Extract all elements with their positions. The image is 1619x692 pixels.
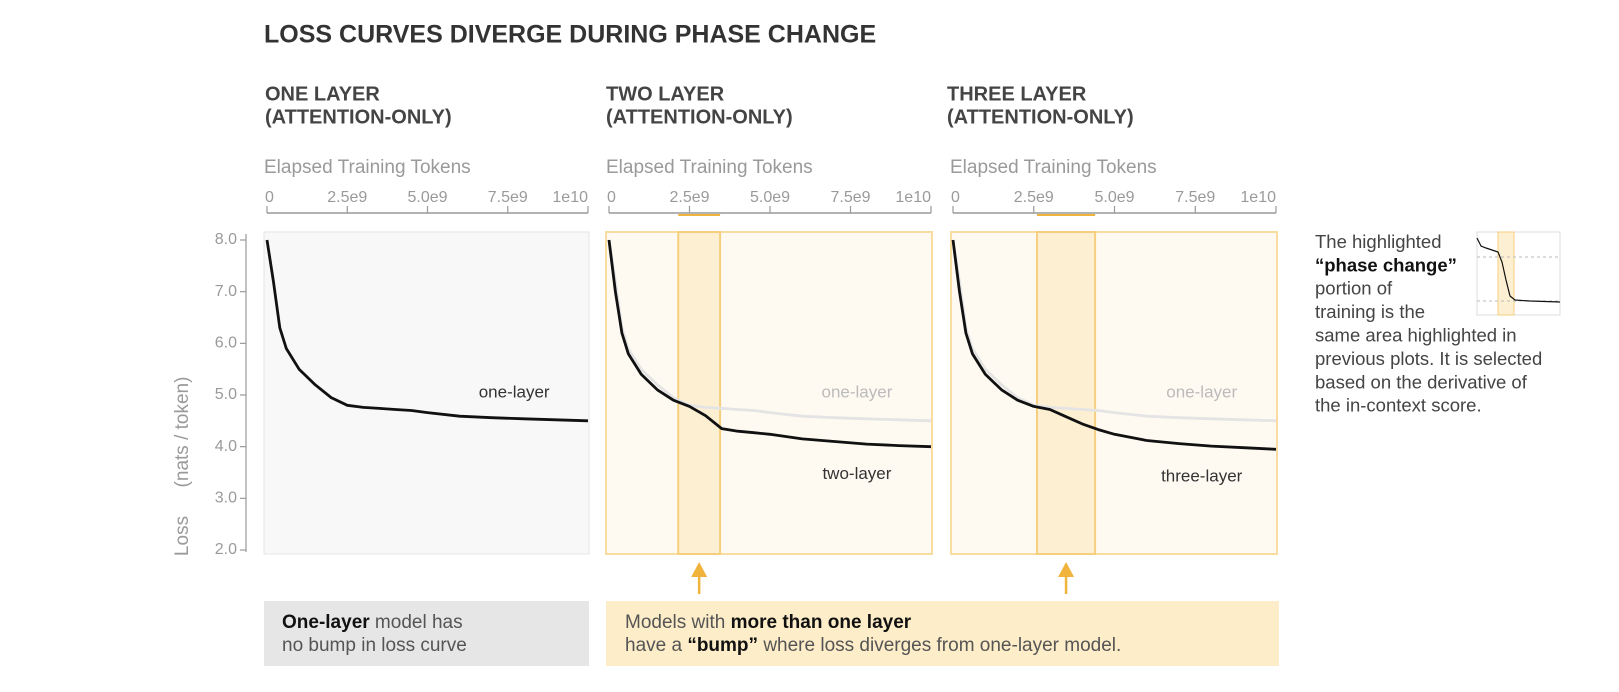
line [607, 239, 932, 449]
y-axis-unit: (nats / token) [172, 377, 193, 488]
y-tick-label: 5.0 [215, 386, 237, 403]
caption: Models with more than one layer [625, 612, 912, 633]
x-tick-label: 0 [951, 189, 960, 206]
x-tick-label: 1e10 [1240, 189, 1276, 206]
x-tick-label: 7.5e9 [488, 189, 528, 206]
x-tick-label: 7.5e9 [830, 189, 870, 206]
caption-bold: “bump” [687, 635, 758, 656]
x-axis-label: Elapsed Training Tokens [950, 157, 1157, 178]
x-tick-label: 5.0e9 [750, 189, 790, 206]
series-label: one-layer [479, 382, 550, 401]
x-tick-label: 1e10 [552, 189, 588, 206]
arrow-head [691, 562, 708, 577]
x-tick-label: 5.0e9 [1094, 189, 1134, 206]
caption-text: where loss diverges from one-layer model… [758, 635, 1121, 656]
caption-box [606, 601, 1279, 666]
x-tick-label: 2.5e9 [1014, 189, 1054, 206]
x-tick-label: 2.5e9 [327, 189, 367, 206]
caption-text: Models with [625, 612, 731, 633]
x-axis-label: Elapsed Training Tokens [264, 157, 471, 178]
line [607, 239, 932, 423]
y-axis-label: Loss [172, 516, 193, 556]
x-tick-label: 2.5e9 [669, 189, 709, 206]
y-tick-label: 3.0 [215, 490, 237, 507]
note-line: “phase change” [1315, 254, 1457, 275]
series-label: one-layer [1166, 382, 1237, 401]
note-line: training is the [1315, 301, 1425, 322]
thumbnail [1476, 231, 1561, 316]
note-line: portion of [1315, 278, 1393, 299]
highlight-band [1035, 231, 1097, 555]
caption: have a “bump” where loss diverges from o… [625, 635, 1121, 656]
x-tick-label: 7.5e9 [1175, 189, 1215, 206]
caption-bold: more than one layer [731, 612, 912, 633]
series-label: one-layer [822, 382, 893, 401]
chart-title: (ATTENTION-ONLY) [265, 106, 452, 128]
note-line: same area highlighted in [1315, 324, 1517, 345]
series-label: two-layer [822, 464, 891, 483]
x-tick-label: 0 [607, 189, 616, 206]
x-axis-label: Elapsed Training Tokens [606, 157, 813, 178]
figure-title: LOSS CURVES DIVERGE DURING PHASE CHANGE [264, 21, 876, 49]
chart-title: TWO LAYER [606, 83, 725, 105]
line [265, 239, 589, 423]
y-tick-label: 4.0 [215, 438, 237, 455]
note-line: the in-context score. [1315, 395, 1482, 416]
y-tick-label: 7.0 [215, 283, 237, 300]
note-line: The highlighted [1315, 231, 1442, 252]
plot-area [263, 231, 590, 555]
caption-bold: One-layer [282, 612, 370, 633]
note-line: based on the derivative of [1315, 371, 1528, 392]
highlight-band [677, 231, 722, 555]
caption-text: have a [625, 635, 687, 656]
y-tick-label: 2.0 [215, 541, 237, 558]
y-tick-label: 8.0 [215, 231, 237, 248]
chart-title: ONE LAYER [265, 83, 380, 105]
caption: no bump in loss curve [282, 635, 467, 656]
chart-title: (ATTENTION-ONLY) [947, 106, 1134, 128]
x-tick-label: 1e10 [895, 189, 931, 206]
chart-title: (ATTENTION-ONLY) [606, 106, 793, 128]
line [951, 239, 1277, 451]
x-tick-label: 5.0e9 [407, 189, 447, 206]
note-line: previous plots. It is selected [1315, 348, 1542, 369]
x-tick-label: 0 [265, 189, 274, 206]
series-label: three-layer [1161, 467, 1243, 486]
caption: One-layer model has [282, 612, 463, 633]
line [951, 239, 1277, 423]
arrow-head [1058, 562, 1075, 577]
y-tick-label: 6.0 [215, 335, 237, 352]
caption-text: model has [370, 612, 463, 633]
caption-box [264, 601, 589, 666]
chart-title: THREE LAYER [947, 83, 1087, 105]
